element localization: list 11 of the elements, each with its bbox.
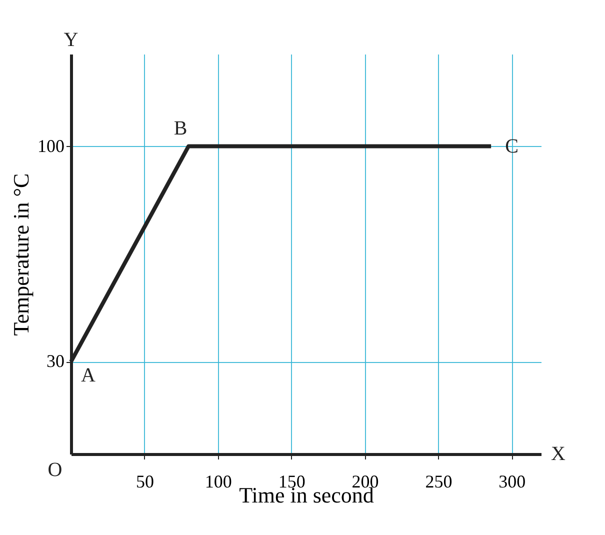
x-tick-label: 50 bbox=[136, 472, 154, 492]
annotation: B bbox=[174, 117, 188, 140]
y-tick-label: 30 bbox=[46, 351, 64, 372]
text: Y bbox=[64, 29, 78, 51]
text: X bbox=[551, 443, 566, 465]
x-tick-label: 100 bbox=[204, 472, 232, 492]
y-axis-title: Temperature in °C bbox=[8, 173, 34, 336]
text: O bbox=[48, 459, 62, 481]
annotation: A bbox=[81, 364, 96, 387]
x-tick-label: 300 bbox=[498, 472, 526, 492]
x-tick-label: 250 bbox=[425, 472, 452, 492]
